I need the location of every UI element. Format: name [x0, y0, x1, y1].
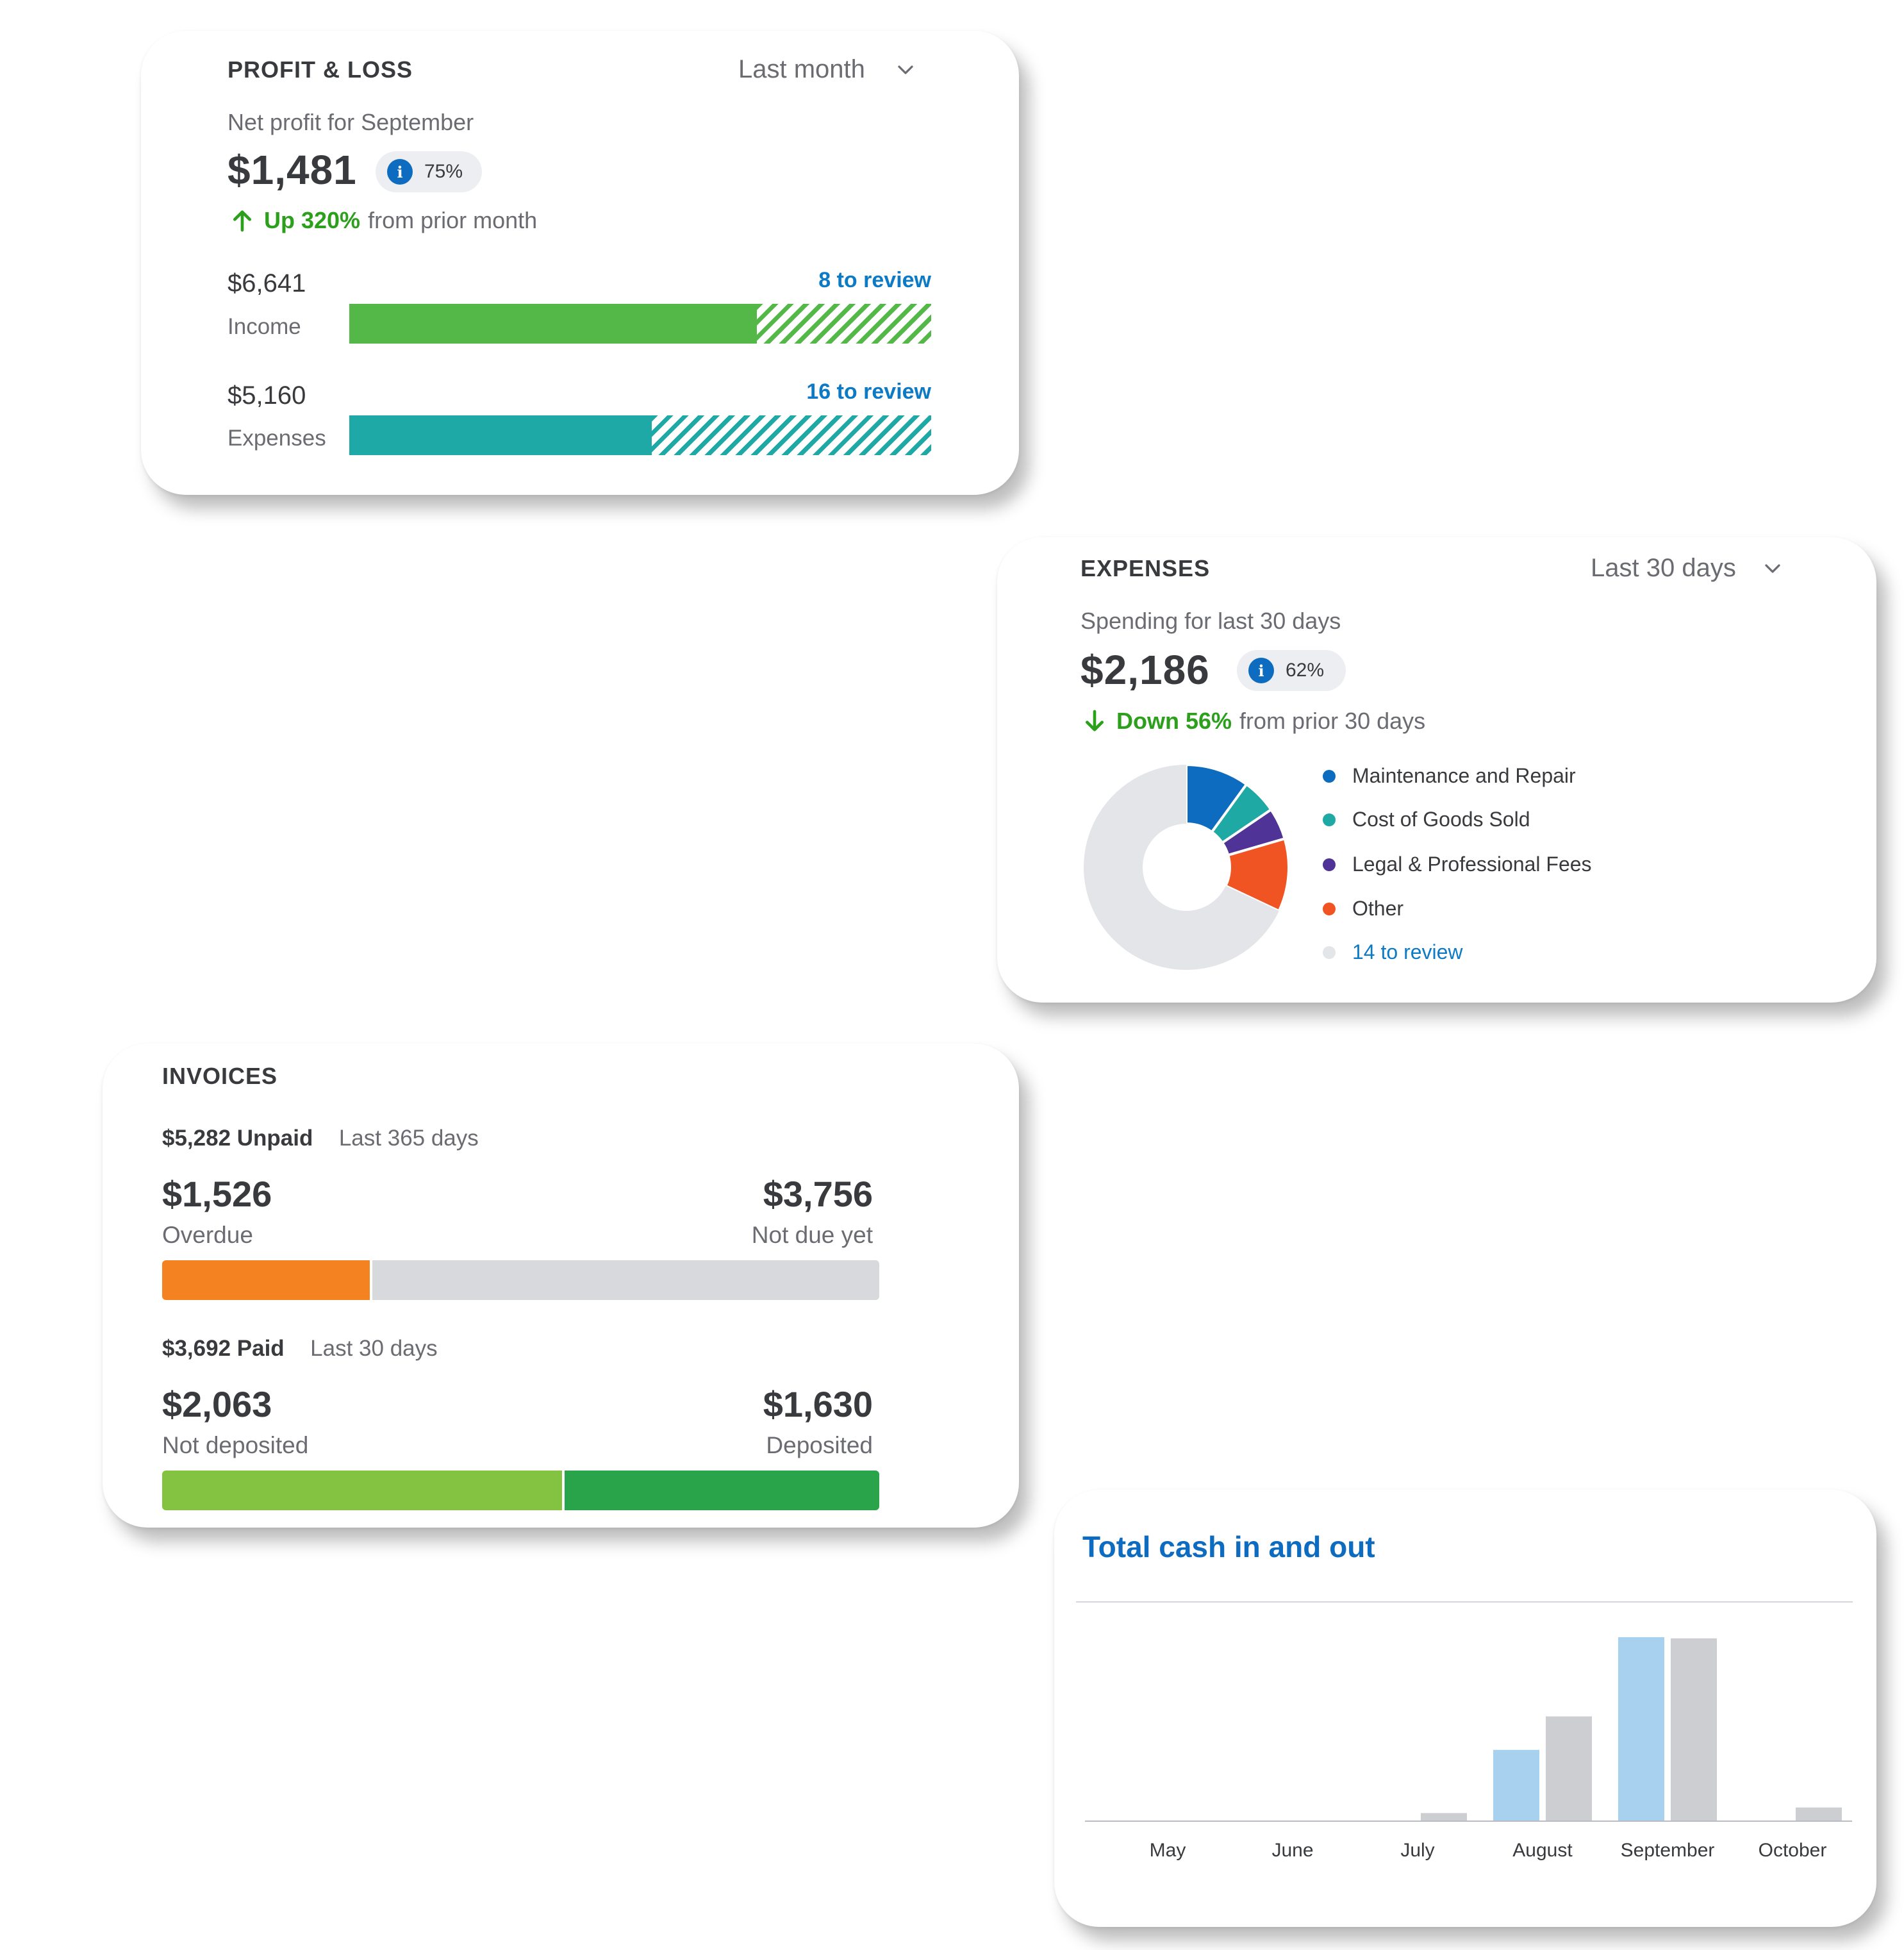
overdue-label: Overdue — [162, 1222, 253, 1248]
paid-amount: $3,692 Paid — [162, 1336, 285, 1361]
spending-subtitle: Spending for last 30 days — [1080, 608, 1341, 634]
legend-dot — [1323, 813, 1336, 826]
paid-summary: $3,692 Paid Last 30 days — [162, 1336, 438, 1362]
expenses-label: Expenses — [228, 426, 326, 451]
income-value: $6,641 — [228, 269, 306, 297]
month-label: July — [1400, 1840, 1435, 1861]
overdue-segment[interactable] — [162, 1260, 370, 1300]
not-deposited-value: $2,063 — [162, 1384, 272, 1424]
trend-line: Up 320% from prior month — [229, 207, 537, 234]
cash-title: Total cash in and out — [1082, 1530, 1375, 1563]
not-deposited-label: Not deposited — [162, 1432, 309, 1458]
chevron-down-icon — [1765, 563, 1780, 573]
title-divider — [1076, 1601, 1853, 1603]
deposited-label: Deposited — [766, 1432, 873, 1458]
bar-july-series-2[interactable] — [1421, 1813, 1467, 1821]
expenses-bar-hatched — [652, 415, 931, 455]
range-dropdown[interactable]: Last 30 days — [1591, 554, 1782, 583]
bar-september-series-1[interactable] — [1618, 1637, 1664, 1821]
trend-rest: from prior month — [368, 207, 538, 233]
bar-october-series-2[interactable] — [1796, 1807, 1842, 1821]
card-title: PROFIT & LOSS — [228, 56, 413, 83]
legend-label: Other — [1352, 897, 1404, 920]
bar-august-series-2[interactable] — [1546, 1716, 1592, 1821]
range-label: Last month — [738, 55, 865, 83]
not-due-value: $3,756 — [763, 1174, 873, 1214]
not-deposited-segment[interactable] — [162, 1471, 562, 1510]
legend-item-maintenance: Maintenance and Repair — [1323, 764, 1576, 788]
spending-amount: $2,186 — [1080, 647, 1210, 693]
trend-strong: Down 56% — [1116, 708, 1232, 734]
income-bar-hatched — [757, 304, 931, 344]
month-label: August — [1512, 1840, 1573, 1861]
cash-card: Total cash in and out May June July August S… — [1054, 1490, 1876, 1927]
expenses-bar — [349, 415, 931, 455]
unpaid-amount: $5,282 Unpaid — [162, 1126, 313, 1151]
trend-line: Down 56% from prior 30 days — [1082, 708, 1425, 735]
chevron-down-icon — [898, 65, 913, 74]
legend-label[interactable]: 14 to review — [1352, 940, 1463, 963]
paid-bar[interactable] — [162, 1471, 879, 1510]
legend-dot — [1323, 946, 1336, 959]
unpaid-range: Last 365 days — [338, 1126, 479, 1151]
month-label: June — [1271, 1840, 1314, 1861]
unpaid-summary: $5,282 Unpaid Last 365 days — [162, 1126, 479, 1151]
donut-slice-review[interactable] — [1084, 765, 1279, 970]
month-label: September — [1620, 1840, 1715, 1861]
deposited-value: $1,630 — [763, 1384, 873, 1424]
not-due-label: Not due yet — [751, 1222, 873, 1248]
donut-slice-other[interactable] — [1223, 837, 1290, 913]
badge-percent: 75% — [424, 161, 463, 182]
expenses-value: $5,160 — [228, 381, 306, 410]
expenses-donut-chart — [1084, 763, 1290, 970]
net-profit-subtitle: Net profit for September — [228, 109, 474, 135]
unpaid-bar[interactable] — [162, 1260, 879, 1300]
legend-item-other: Other — [1323, 897, 1403, 921]
range-dropdown[interactable]: Last month — [738, 55, 915, 84]
legend-item-legal: Legal & Professional Fees — [1323, 853, 1592, 876]
card-title: INVOICES — [162, 1063, 278, 1089]
arrow-down-icon — [1086, 710, 1104, 731]
deposited-segment[interactable] — [565, 1471, 879, 1510]
confidence-badge[interactable]: i 75% — [376, 151, 482, 192]
legend-dot — [1323, 769, 1336, 783]
expenses-card: EXPENSES Last 30 days Spending for last … — [997, 537, 1876, 1003]
month-label: May — [1149, 1840, 1186, 1861]
not-due-segment[interactable] — [372, 1260, 879, 1300]
trend-rest: from prior 30 days — [1239, 708, 1426, 734]
card-title: EXPENSES — [1080, 555, 1211, 581]
income-review-link[interactable]: 8 to review — [818, 268, 931, 292]
bar-september-series-2[interactable] — [1671, 1638, 1717, 1821]
invoices-card: INVOICES $5,282 Unpaid Last 365 days $1,… — [103, 1044, 1019, 1528]
confidence-badge[interactable]: i 62% — [1237, 650, 1346, 691]
info-icon: i — [387, 159, 413, 185]
range-label: Last 30 days — [1591, 554, 1736, 582]
legend-item-cogs: Cost of Goods Sold — [1323, 808, 1530, 831]
income-bar-solid — [349, 304, 757, 344]
legend-dot — [1323, 902, 1336, 915]
legend-label: Legal & Professional Fees — [1352, 853, 1592, 876]
profit-loss-card: PROFIT & LOSS Last month Net profit for … — [141, 31, 1019, 495]
legend-label: Cost of Goods Sold — [1352, 808, 1530, 831]
expenses-review-link[interactable]: 16 to review — [806, 379, 931, 404]
income-label: Income — [228, 314, 301, 339]
badge-percent: 62% — [1286, 660, 1325, 681]
income-bar — [349, 304, 931, 344]
trend-strong: Up 320% — [264, 207, 361, 233]
legend-dot — [1323, 858, 1336, 871]
overdue-value: $1,526 — [162, 1174, 272, 1214]
legend-item-review[interactable]: 14 to review — [1323, 940, 1463, 964]
bar-august-series-1[interactable] — [1493, 1749, 1539, 1821]
arrow-up-icon — [233, 210, 251, 232]
month-label: October — [1758, 1840, 1827, 1861]
cash-bar-chart — [1085, 1637, 1852, 1822]
info-icon: i — [1248, 658, 1274, 683]
legend-label: Maintenance and Repair — [1352, 764, 1576, 787]
expenses-bar-solid — [349, 415, 652, 455]
net-profit-amount: $1,481 — [228, 147, 357, 193]
paid-range: Last 30 days — [310, 1336, 438, 1361]
